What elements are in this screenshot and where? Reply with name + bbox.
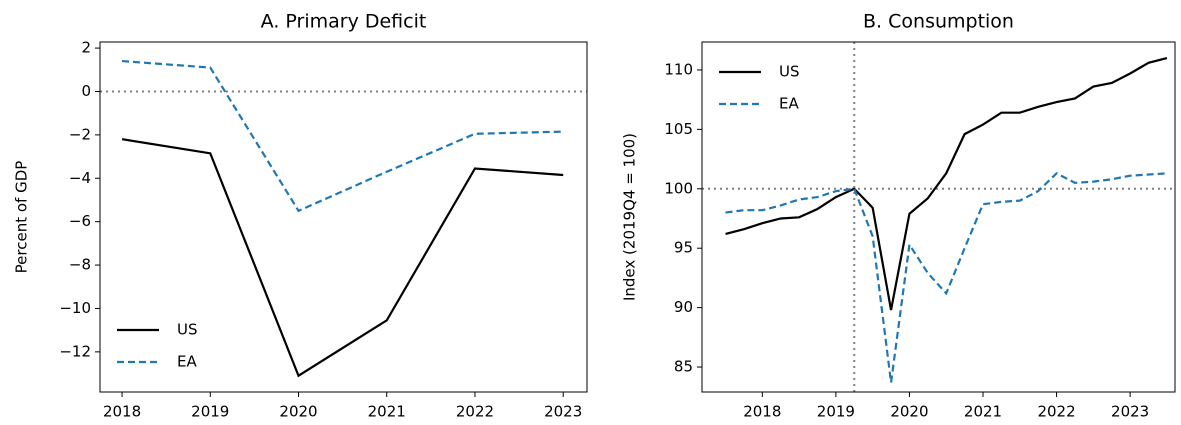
y-tick-label: −10 bbox=[59, 299, 91, 317]
legend-label: US bbox=[779, 63, 800, 81]
x-tick-label: 2020 bbox=[279, 403, 317, 421]
data-line bbox=[725, 171, 1167, 383]
data-line bbox=[121, 138, 564, 378]
panel-title: A. Primary Deficit bbox=[261, 11, 427, 33]
x-tick-label: 2019 bbox=[817, 403, 855, 421]
panel: B. Consumption Index (2019Q4 = 100) 2018 20… bbox=[621, 11, 1176, 421]
x-tick-label: 2018 bbox=[103, 403, 141, 421]
legend-label: EA bbox=[177, 353, 197, 371]
x-tick-label: 2019 bbox=[191, 403, 229, 421]
y-axis-label: Percent of GDP bbox=[13, 161, 31, 274]
x-tick-label: 2023 bbox=[1111, 403, 1149, 421]
panel: A. Primary Deficit Percent of GDP 2018 2019… bbox=[13, 11, 588, 421]
x-tick-label: 2020 bbox=[890, 403, 928, 421]
x-tick-label: 2023 bbox=[544, 403, 582, 421]
panel-title: B. Consumption bbox=[863, 11, 1014, 33]
data-line bbox=[725, 56, 1168, 311]
data-line bbox=[121, 59, 564, 213]
y-tick-label: 95 bbox=[674, 239, 693, 257]
y-tick-label: −2 bbox=[69, 125, 91, 143]
legend-label: EA bbox=[779, 95, 799, 113]
plot-frame bbox=[99, 41, 588, 393]
y-tick-label: 85 bbox=[674, 358, 693, 376]
x-tick-label: 2021 bbox=[368, 403, 406, 421]
legend-label: US bbox=[177, 321, 198, 339]
y-tick-label: 90 bbox=[674, 298, 693, 316]
y-tick-label: −8 bbox=[69, 256, 91, 274]
y-tick-label: 100 bbox=[664, 179, 693, 197]
x-tick-label: 2021 bbox=[964, 403, 1002, 421]
x-tick-label: 2022 bbox=[456, 403, 494, 421]
y-axis-label: Index (2019Q4 = 100) bbox=[621, 133, 639, 301]
y-tick-label: 2 bbox=[81, 39, 91, 57]
y-tick-label: −6 bbox=[69, 212, 91, 230]
y-tick-label: −4 bbox=[69, 169, 91, 187]
x-tick-label: 2018 bbox=[743, 403, 781, 421]
y-tick-label: 105 bbox=[664, 120, 693, 138]
y-tick-label: 0 bbox=[81, 82, 91, 100]
y-tick-label: 110 bbox=[664, 60, 693, 78]
x-tick-label: 2022 bbox=[1037, 403, 1075, 421]
plot-frame bbox=[701, 41, 1176, 393]
y-tick-label: −12 bbox=[59, 342, 91, 360]
